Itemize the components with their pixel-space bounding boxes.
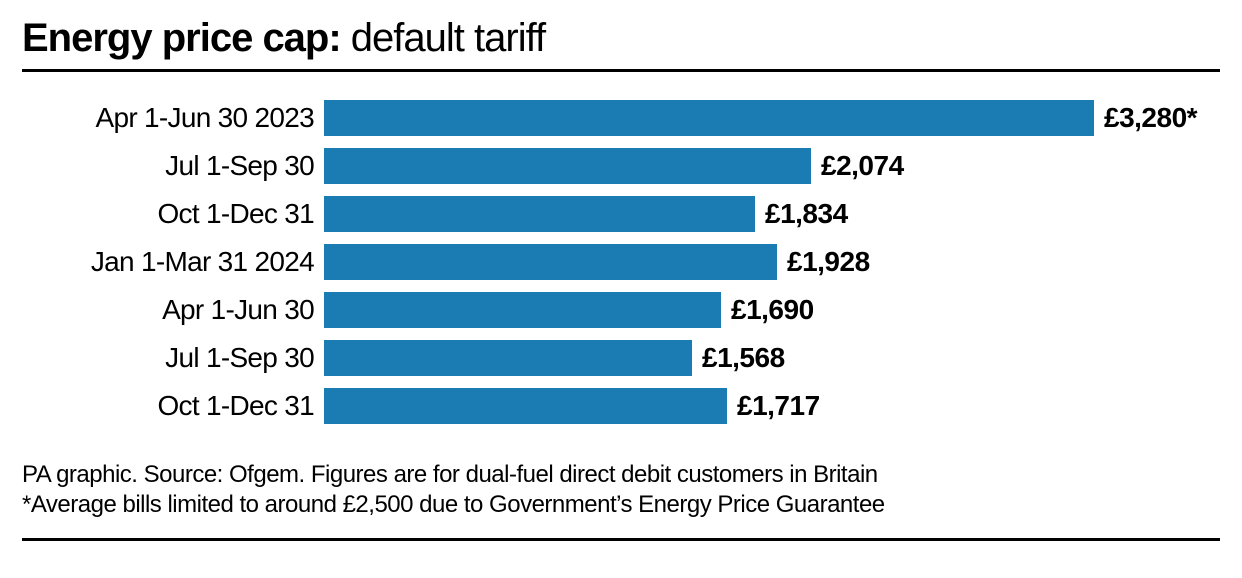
bar-row: Oct 1-Dec 31 £1,717 [30, 382, 1212, 430]
footnote-line-2: *Average bills limited to around £2,500 … [22, 490, 1220, 520]
bar-value: £3,280* [1104, 102, 1197, 134]
chart-title-light: default tariff [341, 16, 545, 60]
bar-row: Apr 1-Jun 30 £1,690 [30, 286, 1212, 334]
footnotes: PA graphic. Source: Ofgem. Figures are f… [22, 460, 1220, 520]
bar-value: £1,690 [731, 294, 814, 326]
bottom-rule [22, 538, 1220, 541]
bar-label: Jul 1-Sep 30 [30, 342, 324, 374]
footnote-line-1: PA graphic. Source: Ofgem. Figures are f… [22, 460, 1220, 490]
bar-fill [324, 244, 777, 280]
bar-value: £2,074 [821, 150, 904, 182]
bar-value: £1,568 [702, 342, 785, 374]
bar-fill [324, 292, 721, 328]
bar-label: Oct 1-Dec 31 [30, 390, 324, 422]
bar-track: £2,074 [324, 148, 1212, 184]
bar-row: Oct 1-Dec 31 £1,834 [30, 190, 1212, 238]
bar-chart: Apr 1-Jun 30 2023 £3,280* Jul 1-Sep 30 £2,0… [22, 72, 1220, 446]
bar-track: £1,834 [324, 196, 1212, 232]
bar-track: £1,690 [324, 292, 1212, 328]
bar-label: Jul 1-Sep 30 [30, 150, 324, 182]
bar-fill [324, 148, 811, 184]
bar-value: £1,928 [787, 246, 870, 278]
bar-row: Apr 1-Jun 30 2023 £3,280* [30, 94, 1212, 142]
bar-fill [324, 196, 755, 232]
bar-track: £1,928 [324, 244, 1212, 280]
bar-track: £1,717 [324, 388, 1212, 424]
chart-title-bold: Energy price cap: [22, 16, 341, 60]
bar-fill [324, 340, 692, 376]
bar-label: Jan 1-Mar 31 2024 [30, 246, 324, 278]
bar-label: Apr 1-Jun 30 2023 [30, 102, 324, 134]
chart-title: Energy price cap: default tariff [22, 16, 1220, 69]
bar-value: £1,717 [737, 390, 820, 422]
bar-track: £3,280* [324, 100, 1212, 136]
bar-value: £1,834 [765, 198, 848, 230]
bar-row: Jan 1-Mar 31 2024 £1,928 [30, 238, 1212, 286]
bar-track: £1,568 [324, 340, 1212, 376]
bar-label: Apr 1-Jun 30 [30, 294, 324, 326]
bar-fill [324, 100, 1094, 136]
bar-row: Jul 1-Sep 30 £2,074 [30, 142, 1212, 190]
bar-label: Oct 1-Dec 31 [30, 198, 324, 230]
bar-row: Jul 1-Sep 30 £1,568 [30, 334, 1212, 382]
bar-fill [324, 388, 727, 424]
